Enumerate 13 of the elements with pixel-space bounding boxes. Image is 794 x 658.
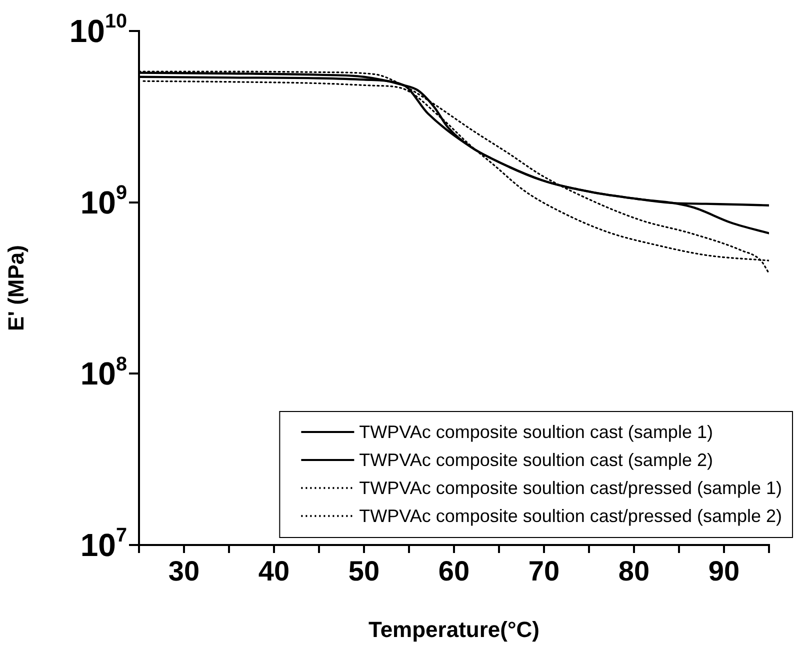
y-axis-title: E' (MPa)	[3, 245, 28, 331]
x-tick-label: 30	[168, 556, 200, 587]
x-tick-label: 60	[438, 556, 470, 587]
x-tick-label: 90	[708, 556, 740, 587]
x-tick-label: 50	[348, 556, 380, 587]
legend-label: TWPVAc composite soultion cast (sample 2)	[359, 450, 713, 470]
legend-label: TWPVAc composite soultion cast/pressed (sample 1)	[359, 478, 782, 498]
x-tick-label: 40	[258, 556, 290, 587]
x-axis-title: Temperature(°C)	[368, 616, 540, 642]
legend-label: TWPVAc composite soultion cast/pressed (sample 2)	[359, 506, 782, 526]
legend-label: TWPVAc composite soultion cast (sample 1)	[359, 422, 713, 442]
x-tick-label: 80	[618, 556, 650, 587]
x-tick-label: 70	[528, 556, 560, 587]
